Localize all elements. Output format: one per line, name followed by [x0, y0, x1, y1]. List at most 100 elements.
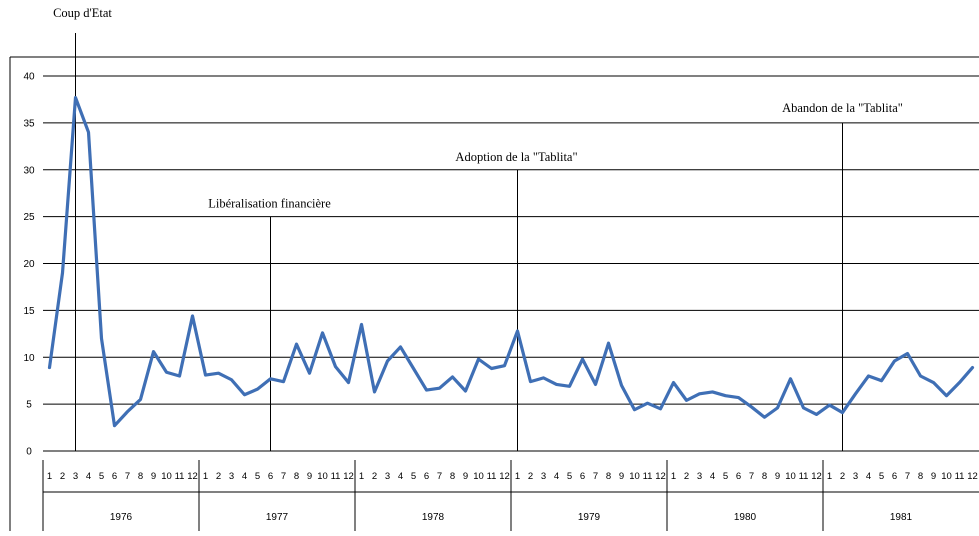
x-tick-month: 9	[619, 471, 624, 482]
y-axis-ticks: 0 5 10 15 20 25 30 35 40	[23, 72, 35, 458]
x-tick-month: 2	[216, 471, 221, 482]
x-tick-month: 5	[879, 471, 884, 482]
x-tick-month: 3	[853, 471, 858, 482]
x-tick-month: 1	[827, 471, 832, 482]
x-tick-month: 10	[473, 471, 484, 482]
x-tick-year: 1981	[890, 512, 913, 523]
x-tick-month: 12	[187, 471, 198, 482]
x-tick-month: 10	[785, 471, 796, 482]
x-tick-month: 7	[125, 471, 130, 482]
x-tick-month: 1	[671, 471, 676, 482]
x-tick-month: 7	[593, 471, 598, 482]
x-tick-year: 1978	[422, 512, 445, 523]
x-tick-month: 11	[643, 471, 653, 482]
x-tick-month: 10	[317, 471, 328, 482]
x-tick-month: 4	[866, 471, 871, 482]
y-tick-label: 40	[23, 72, 35, 83]
x-tick-month: 6	[112, 471, 117, 482]
x-tick-month: 3	[385, 471, 390, 482]
event-label: Abandon de la "Tablita"	[782, 101, 903, 115]
x-tick-month: 9	[463, 471, 468, 482]
x-tick-month: 12	[343, 471, 354, 482]
x-tick-month: 6	[892, 471, 897, 482]
x-tick-month: 10	[161, 471, 172, 482]
x-tick-month: 5	[411, 471, 416, 482]
x-tick-month: 12	[655, 471, 666, 482]
x-tick-month: 3	[697, 471, 702, 482]
x-tick-month: 8	[294, 471, 299, 482]
event-label: Libéralisation financière	[208, 197, 331, 211]
gridlines	[43, 76, 979, 451]
x-tick-month: 6	[736, 471, 741, 482]
event-label: Adoption de la "Tablita"	[455, 150, 577, 164]
x-tick-month: 8	[606, 471, 611, 482]
x-tick-month: 2	[840, 471, 845, 482]
x-tick-month: 5	[99, 471, 104, 482]
x-tick-month: 9	[931, 471, 936, 482]
y-tick-label: 20	[23, 259, 35, 270]
x-tick-month: 1	[203, 471, 208, 482]
x-tick-month: 7	[281, 471, 286, 482]
x-tick-month: 5	[255, 471, 260, 482]
y-tick-label: 25	[23, 212, 35, 223]
y-tick-label: 5	[26, 400, 32, 411]
event-markers: Coup d'Etat Libéralisation financière Adop…	[53, 6, 903, 451]
x-tick-month: 5	[567, 471, 572, 482]
x-tick-month: 11	[331, 471, 341, 482]
x-tick-year: 1980	[734, 512, 757, 523]
series-line	[50, 98, 973, 426]
x-tick-month: 2	[60, 471, 65, 482]
x-tick-month: 2	[528, 471, 533, 482]
x-tick-month: 11	[799, 471, 809, 482]
x-tick-month: 1	[359, 471, 364, 482]
x-tick-year: 1977	[266, 512, 289, 523]
x-tick-month: 1	[47, 471, 52, 482]
y-tick-label: 30	[23, 165, 35, 176]
y-tick-label: 0	[26, 447, 32, 458]
x-tick-month: 9	[307, 471, 312, 482]
plot-frame	[10, 57, 979, 531]
x-tick-month: 11	[955, 471, 965, 482]
x-tick-month: 1	[515, 471, 520, 482]
x-tick-month: 11	[487, 471, 497, 482]
x-tick-month: 6	[268, 471, 273, 482]
x-tick-month: 2	[372, 471, 377, 482]
x-tick-month: 8	[138, 471, 143, 482]
x-tick-month: 4	[86, 471, 91, 482]
x-tick-month: 2	[684, 471, 689, 482]
x-tick-month: 6	[424, 471, 429, 482]
x-tick-month: 7	[437, 471, 442, 482]
x-tick-month: 9	[775, 471, 780, 482]
x-tick-month: 5	[723, 471, 728, 482]
x-tick-month: 4	[710, 471, 715, 482]
x-tick-year: 1979	[578, 512, 601, 523]
x-tick-month: 12	[967, 471, 978, 482]
x-tick-month: 3	[541, 471, 546, 482]
x-tick-month: 4	[242, 471, 247, 482]
y-tick-label: 35	[23, 118, 35, 129]
event-label: Coup d'Etat	[53, 6, 112, 20]
x-tick-month: 10	[629, 471, 640, 482]
x-tick-month: 12	[811, 471, 822, 482]
x-tick-month: 7	[905, 471, 910, 482]
x-tick-month: 3	[73, 471, 78, 482]
x-tick-month: 9	[151, 471, 156, 482]
x-tick-month: 8	[762, 471, 767, 482]
x-tick-month: 3	[229, 471, 234, 482]
y-tick-label: 15	[23, 306, 35, 317]
y-tick-label: 10	[23, 353, 35, 364]
x-tick-month: 10	[941, 471, 952, 482]
x-tick-month: 7	[749, 471, 754, 482]
x-tick-month: 6	[580, 471, 585, 482]
x-tick-month: 8	[918, 471, 923, 482]
x-tick-month: 4	[398, 471, 403, 482]
x-tick-month: 11	[175, 471, 185, 482]
x-tick-month: 4	[554, 471, 559, 482]
x-tick-month: 12	[499, 471, 510, 482]
series-group	[49, 98, 972, 426]
x-tick-month: 8	[450, 471, 455, 482]
x-tick-year: 1976	[110, 512, 133, 523]
